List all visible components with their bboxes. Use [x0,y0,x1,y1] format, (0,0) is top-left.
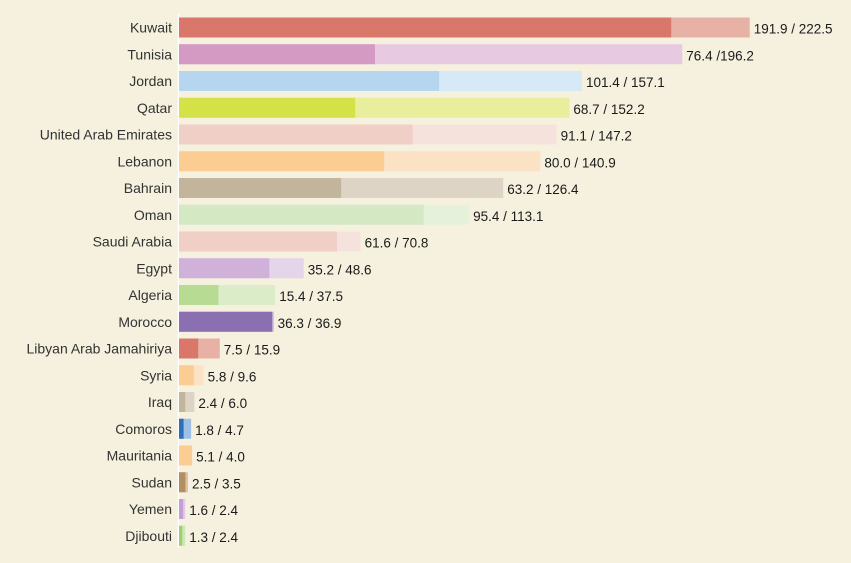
value-label-iraq: 2.4 / 6.0 [198,396,247,411]
value-label-egypt: 35.2 / 48.6 [308,262,372,277]
category-label-bahrain: Bahrain [124,180,172,196]
value-label-qatar: 68.7 / 152.2 [573,102,644,117]
category-label-libyan-arab-jamahiriya: Libyan Arab Jamahiriya [26,341,172,357]
bar-lebanon-value [179,151,385,172]
bar-syria-value [179,365,194,386]
value-label-libyan-arab-jamahiriya: 7.5 / 15.9 [224,343,280,358]
bar-comoros-value [179,418,184,439]
category-label-sudan: Sudan [132,474,172,490]
value-label-bahrain: 63.2 / 126.4 [507,182,579,197]
value-label-tunisia: 76.4 /196.2 [686,48,754,63]
value-label-morocco: 36.3 / 36.9 [278,316,342,331]
bar-egypt-value [179,258,270,279]
bar-saudi-arabia-value [179,231,337,252]
category-label-tunisia: Tunisia [127,46,172,62]
value-label-united-arab-emirates: 91.1 / 147.2 [561,129,632,144]
category-label-egypt: Egypt [136,260,172,276]
category-label-yemen: Yemen [129,501,172,517]
bar-bahrain-value [179,178,342,198]
value-label-sudan: 2.5 / 3.5 [192,476,241,491]
category-label-kuwait: Kuwait [130,20,172,36]
bar-yemen-value [179,499,184,519]
value-label-lebanon: 80.0 / 140.9 [544,155,615,170]
category-label-algeria: Algeria [128,287,172,303]
category-label-oman: Oman [134,207,172,223]
bar-jordan-value [179,71,440,91]
value-label-saudi-arabia: 61.6 / 70.8 [365,236,429,251]
value-label-kuwait: 191.9 / 222.5 [754,22,833,37]
value-label-oman: 95.4 / 113.1 [473,209,543,224]
category-label-united-arab-emirates: United Arab Emirates [40,127,172,143]
category-label-comoros: Comoros [115,421,172,437]
bar-morocco-value [179,311,273,332]
category-label-jordan: Jordan [129,73,172,89]
bar-iraq-value [179,392,186,412]
bar-united-arab-emirates-value [179,124,413,145]
bar-djibouti-value [179,525,183,546]
bar-sudan-value [179,472,186,493]
category-label-saudi-arabia: Saudi Arabia [93,234,173,250]
bar-tunisia-value [179,44,375,65]
category-label-mauritania: Mauritania [107,448,173,464]
bar-algeria-value [179,285,219,305]
category-label-morocco: Morocco [118,314,172,330]
category-label-lebanon: Lebanon [117,153,172,169]
bar-libyan-arab-jamahiriya-value [179,338,199,359]
bar-mauritania-value [179,445,193,466]
bars-group [179,17,750,546]
bar-oman-value [179,204,424,225]
value-label-djibouti: 1.3 / 2.4 [189,530,238,545]
category-labels-group: Kuwait Tunisia Jordan Qatar United Arab Emir… [26,20,172,544]
value-label-comoros: 1.8 / 4.7 [195,423,244,438]
category-label-djibouti: Djibouti [125,528,172,544]
category-label-syria: Syria [140,367,172,383]
value-label-jordan: 101.4 / 157.1 [586,75,665,90]
bar-kuwait-value [179,17,672,38]
value-labels-group: 191.9 / 222.576.4 /196.2 101.4 / 157.1 68.… [189,22,832,545]
category-label-qatar: Qatar [137,100,172,116]
value-label-yemen: 1.6 / 2.4 [189,503,238,518]
value-label-mauritania: 5.1 / 4.0 [196,450,245,465]
value-label-syria: 5.8 / 9.6 [208,369,257,384]
value-label-algeria: 15.4 / 37.5 [279,289,343,304]
category-label-iraq: Iraq [148,394,172,410]
bar-qatar-value [179,97,356,118]
